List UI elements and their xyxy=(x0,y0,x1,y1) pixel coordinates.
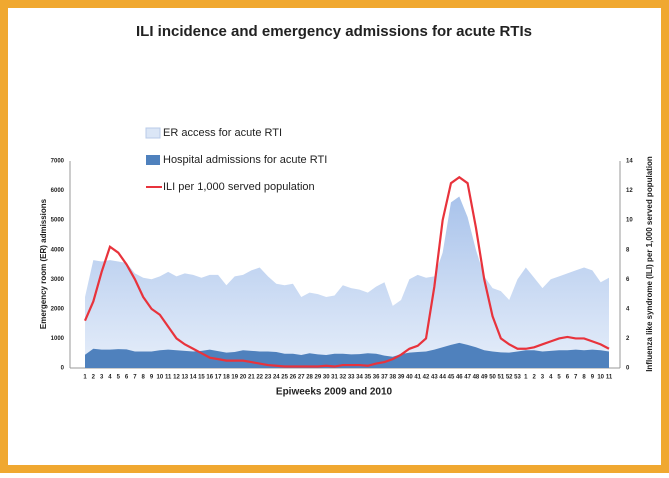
x-tick-label: 11 xyxy=(606,375,613,381)
y-tick-label: 0 xyxy=(61,366,65,372)
area xyxy=(85,342,609,368)
y-tick-label: 5000 xyxy=(51,218,65,224)
x-tick-label: 16 xyxy=(206,375,213,381)
x-tick-label: 27 xyxy=(298,375,305,381)
x-tick-label: 1 xyxy=(524,375,528,381)
x-tick-label: 33 xyxy=(348,375,355,381)
x-tick-label: 28 xyxy=(306,375,313,381)
x-tick-label: 45 xyxy=(448,375,455,381)
y2-tick-label: 2 xyxy=(626,336,630,342)
x-tick-label: 40 xyxy=(406,375,413,381)
x-tick-label: 3 xyxy=(100,375,104,381)
x-tick-label: 15 xyxy=(198,375,205,381)
y2-tick-label: 10 xyxy=(626,218,633,224)
x-tick-label: 46 xyxy=(456,375,463,381)
x-tick-label: 44 xyxy=(439,375,446,381)
x-tick-label: 13 xyxy=(181,375,188,381)
x-tick-label: 38 xyxy=(389,375,396,381)
x-tick-label: 6 xyxy=(566,375,570,381)
y-tick-label: 1000 xyxy=(51,336,65,342)
y2-tick-label: 6 xyxy=(626,277,630,283)
x-tick-label: 18 xyxy=(223,375,230,381)
legend-label: Hospital admissions for acute RTI xyxy=(163,154,327,166)
x-tick-label: 5 xyxy=(117,375,121,381)
x-tick-label: 11 xyxy=(165,375,172,381)
y2-tick-label: 0 xyxy=(626,366,630,372)
y-tick-label: 3000 xyxy=(51,277,65,283)
x-tick-label: 8 xyxy=(142,375,146,381)
x-tick-label: 8 xyxy=(582,375,586,381)
y2-tick-label: 8 xyxy=(626,247,630,253)
x-tick-label: 2 xyxy=(92,375,96,381)
y-tick-label: 4000 xyxy=(51,247,65,253)
x-tick-label: 9 xyxy=(591,375,595,381)
x-tick-label: 37 xyxy=(381,375,388,381)
x-tick-label: 14 xyxy=(190,375,197,381)
x-tick-label: 24 xyxy=(273,375,280,381)
area xyxy=(85,196,609,368)
x-tick-label: 25 xyxy=(281,375,288,381)
x-tick-label: 20 xyxy=(240,375,247,381)
y2-tick-label: 14 xyxy=(626,159,633,165)
legend-swatch xyxy=(146,155,160,165)
y2-tick-label: 4 xyxy=(626,306,630,312)
x-tick-label: 41 xyxy=(414,375,421,381)
x-tick-label: 4 xyxy=(549,375,553,381)
y-tick-label: 7000 xyxy=(51,159,65,165)
x-tick-label: 2 xyxy=(532,375,536,381)
x-tick-label: 35 xyxy=(364,375,371,381)
x-tick-label: 26 xyxy=(290,375,297,381)
x-tick-label: 53 xyxy=(514,375,521,381)
y2-axis-title: Influenza like syndrome (ILI) per 1,000 … xyxy=(645,156,654,372)
x-tick-label: 4 xyxy=(108,375,112,381)
x-tick-label: 10 xyxy=(597,375,604,381)
x-axis-title: Epiweeks 2009 and 2010 xyxy=(276,387,393,398)
x-tick-label: 49 xyxy=(481,375,488,381)
x-tick-label: 42 xyxy=(423,375,430,381)
legend-swatch xyxy=(145,127,161,139)
x-tick-label: 34 xyxy=(356,375,363,381)
x-tick-label: 32 xyxy=(339,375,346,381)
line xyxy=(83,175,610,368)
x-tick-label: 5 xyxy=(557,375,561,381)
x-tick-label: 7 xyxy=(574,375,578,381)
chart-title: ILI incidence and emergency admissions f… xyxy=(136,23,532,40)
x-tick-label: 39 xyxy=(398,375,405,381)
x-tick-label: 7 xyxy=(133,375,137,381)
y2-tick-label: 12 xyxy=(626,188,633,194)
x-tick-label: 10 xyxy=(157,375,164,381)
x-tick-label: 47 xyxy=(464,375,471,381)
y-tick-label: 2000 xyxy=(51,306,65,312)
x-tick-label: 6 xyxy=(125,375,129,381)
x-tick-label: 1 xyxy=(83,375,87,381)
y-axis-title: Emergency room (ER) admissions xyxy=(39,198,48,329)
x-tick-label: 9 xyxy=(150,375,154,381)
x-tick-label: 3 xyxy=(541,375,545,381)
x-tick-label: 17 xyxy=(215,375,222,381)
x-tick-label: 19 xyxy=(231,375,238,381)
x-tick-label: 21 xyxy=(248,375,255,381)
x-tick-label: 50 xyxy=(489,375,496,381)
x-tick-label: 29 xyxy=(315,375,322,381)
x-tick-label: 31 xyxy=(331,375,338,381)
x-tick-label: 30 xyxy=(323,375,330,381)
legend-label: ILI per 1,000 served population xyxy=(163,181,315,193)
x-tick-label: 43 xyxy=(431,375,438,381)
x-tick-label: 12 xyxy=(173,375,180,381)
y-tick-label: 6000 xyxy=(51,188,65,194)
x-tick-label: 23 xyxy=(265,375,272,381)
x-tick-label: 48 xyxy=(473,375,480,381)
legend-label: ER access for acute RTI xyxy=(163,127,282,139)
x-tick-label: 51 xyxy=(498,375,505,381)
x-tick-label: 52 xyxy=(506,375,513,381)
x-tick-label: 22 xyxy=(256,375,263,381)
x-tick-label: 36 xyxy=(373,375,380,381)
